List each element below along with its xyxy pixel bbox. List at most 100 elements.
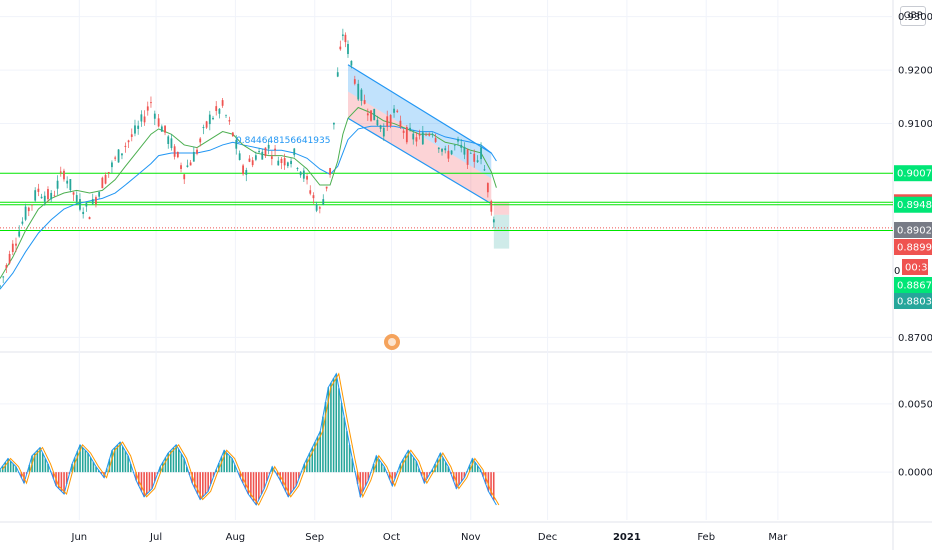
- histogram-bar: [474, 462, 476, 473]
- histogram-bar: [175, 444, 177, 473]
- candle-body: [312, 195, 315, 199]
- histogram-bar: [476, 465, 479, 473]
- candle-body: [261, 151, 264, 160]
- candle-body: [11, 243, 14, 252]
- candle-body: [382, 127, 385, 137]
- candle-body: [202, 127, 205, 129]
- oscillator-macd-line: [2, 372, 500, 506]
- candle-body: [333, 122, 335, 125]
- candle-body: [196, 149, 198, 154]
- histogram-bar: [137, 472, 140, 486]
- histogram-bar: [303, 463, 306, 473]
- histogram-bar: [148, 472, 151, 492]
- candle-body: [399, 120, 402, 127]
- candle-body: [476, 160, 479, 163]
- candle-body: [134, 125, 136, 134]
- histogram-bar: [186, 466, 188, 473]
- candle-body: [79, 199, 81, 210]
- histogram-bar: [306, 458, 308, 473]
- histogram-bar: [202, 472, 204, 497]
- histogram-bar: [439, 453, 442, 473]
- candle-body: [127, 140, 130, 143]
- candle-body: [170, 138, 173, 149]
- histogram-bar: [129, 463, 132, 473]
- histogram-bar: [404, 454, 407, 473]
- candle-body: [91, 199, 94, 204]
- histogram-bar: [121, 446, 124, 473]
- candle-body: [296, 168, 299, 170]
- histogram-bar: [145, 472, 148, 495]
- candle-body: [248, 158, 251, 162]
- histogram-bar: [44, 458, 47, 473]
- candle-body: [329, 168, 331, 175]
- candle-body: [437, 147, 440, 150]
- price-tag-label: 0.88038: [897, 297, 932, 308]
- histogram-bar: [482, 472, 484, 477]
- histogram-bar: [89, 457, 92, 473]
- candle-body: [218, 108, 221, 114]
- histogram-bar: [316, 436, 319, 473]
- histogram-bar: [0, 469, 1, 473]
- candle-body: [37, 188, 40, 192]
- candle-body: [111, 162, 113, 168]
- histogram-bar: [492, 472, 495, 501]
- histogram-bar: [170, 450, 172, 473]
- histogram-bar: [468, 464, 471, 473]
- candle-body: [95, 197, 97, 205]
- histogram-bar: [172, 447, 175, 473]
- candle-body: [231, 132, 234, 137]
- candle-body: [270, 156, 273, 159]
- candle-body: [164, 125, 166, 133]
- candle-body: [180, 165, 182, 169]
- histogram-bar: [57, 472, 60, 489]
- histogram-bar: [84, 450, 87, 473]
- histogram-bar: [364, 472, 367, 486]
- candle-body: [59, 171, 62, 173]
- candle-body: [373, 108, 376, 121]
- histogram-bar: [442, 457, 444, 473]
- candle-body: [336, 72, 339, 77]
- candle-body: [293, 148, 296, 156]
- candle-body: [389, 114, 392, 126]
- histogram-bar: [135, 472, 137, 481]
- candle-body: [341, 34, 344, 36]
- price-tag-label: 0.89027: [897, 226, 932, 237]
- x-tick-label: Aug: [226, 532, 246, 543]
- channel-lower-line: [347, 117, 492, 205]
- candle-body: [47, 189, 49, 200]
- histogram-bar: [287, 472, 290, 497]
- candle-body: [21, 221, 24, 224]
- histogram-bar: [119, 442, 121, 473]
- candle-body: [56, 180, 59, 189]
- histogram-bar: [234, 464, 236, 473]
- currency-selector[interactable]: GBP: [900, 6, 926, 26]
- candle-body: [212, 117, 214, 120]
- price-tag: [902, 259, 928, 275]
- candle-body: [441, 148, 443, 152]
- candle-body: [463, 146, 466, 155]
- candle-body: [82, 211, 85, 215]
- candle-body: [322, 199, 325, 205]
- histogram-bar: [231, 458, 233, 473]
- candle-body: [15, 243, 17, 246]
- candle-body: [208, 114, 211, 125]
- candle-body: [434, 138, 437, 142]
- candle-body: [264, 147, 267, 157]
- histogram-bar: [444, 462, 447, 473]
- histogram-bar: [218, 463, 220, 473]
- candle-body: [409, 127, 411, 131]
- candle-body: [350, 60, 353, 66]
- histogram-bar: [159, 466, 161, 473]
- candle-body: [88, 217, 91, 220]
- x-tick-label: Jul: [149, 532, 162, 543]
- histogram-bar: [100, 472, 103, 474]
- candle-body: [235, 139, 238, 149]
- histogram-bar: [9, 461, 12, 473]
- candle-body: [121, 153, 123, 156]
- candle-body: [0, 285, 1, 287]
- histogram-bar: [15, 466, 17, 473]
